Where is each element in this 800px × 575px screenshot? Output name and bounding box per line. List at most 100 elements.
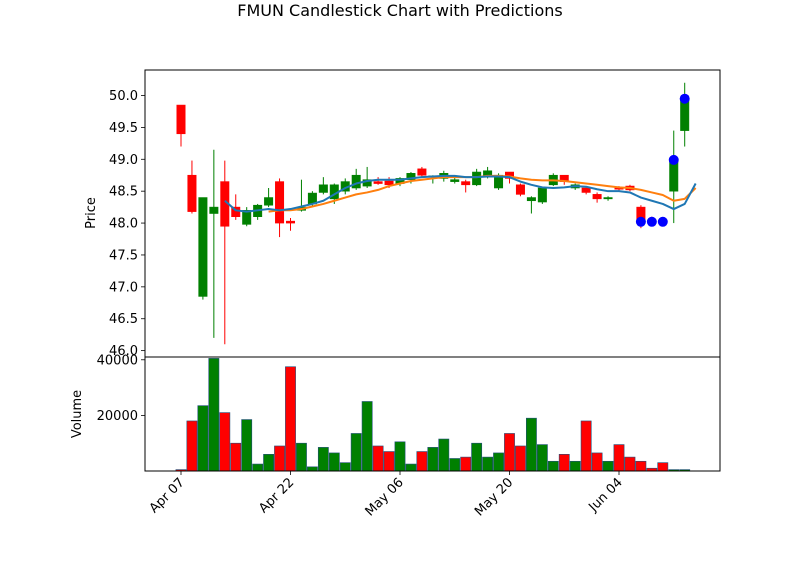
candle-body [472, 171, 482, 186]
candle-body [537, 187, 547, 203]
volume-bar [482, 456, 493, 472]
prediction-point [679, 93, 690, 104]
candle-body [581, 187, 591, 193]
volume-bar [602, 460, 614, 472]
volume-bar [186, 420, 198, 472]
volume-bar [350, 433, 362, 472]
volume-bar [547, 460, 559, 472]
volume-bar [219, 412, 231, 472]
volume-bar [449, 458, 461, 472]
volume-bar [274, 445, 285, 472]
x-tick-label: Jun 04 [586, 475, 626, 515]
candle-body [285, 220, 295, 224]
x-tick-label: Apr 07 [147, 475, 188, 516]
volume-axis-label: Volume [70, 390, 85, 438]
volume-bar [197, 405, 209, 472]
x-tick-label: May 20 [472, 475, 516, 519]
candle-body [515, 184, 525, 195]
volume-bar [317, 447, 329, 472]
volume-bar [263, 454, 274, 472]
candle-body [461, 181, 471, 186]
price-panel: 46.0 46.5 47.0 47.5 48.0 48.5 49.0 49.5 50.0 [109, 69, 721, 359]
volume-bar [296, 442, 307, 472]
price-ytick-label: 48.0 [109, 217, 138, 232]
candle-body [275, 181, 285, 224]
price-ytick-label: 47.5 [109, 248, 138, 263]
volume-bar [471, 442, 483, 472]
candle-body [603, 197, 613, 200]
volume-bar [416, 451, 428, 472]
volume-bar [504, 433, 515, 472]
volume-bar [361, 401, 373, 472]
candle-body [450, 179, 460, 182]
volume-bar [339, 462, 351, 472]
candle-body [351, 174, 361, 189]
candle-body [318, 184, 328, 193]
volume-bar [624, 456, 636, 472]
volume-bar [241, 419, 253, 472]
volume-bar [635, 460, 647, 472]
price-ytick-label: 50.0 [109, 89, 138, 104]
candle-body [417, 168, 427, 176]
candle-body [592, 194, 602, 200]
prediction-point [668, 154, 679, 165]
volume-bar [657, 462, 669, 472]
volume-bar [285, 366, 296, 472]
volume-bar [394, 441, 406, 472]
x-axis: Apr 07 Apr 22 May 06 May 20 Jun 04 [147, 471, 626, 519]
volume-panel: 20000 40000 [97, 353, 721, 472]
volume-bar [613, 444, 625, 472]
volume-bar [515, 445, 526, 472]
prediction-point [635, 216, 646, 227]
volume-frame [144, 356, 721, 472]
candle-body [198, 197, 208, 297]
volume-bar [252, 463, 264, 472]
volume-bar [493, 452, 504, 472]
volume-bar [536, 444, 548, 472]
candle-body [264, 197, 274, 206]
candle-body [669, 160, 679, 192]
price-ytick-label: 48.5 [109, 185, 138, 200]
candle-body [373, 181, 383, 184]
volume-bar [438, 438, 450, 472]
candle-body [406, 173, 416, 180]
volume-bar [306, 466, 318, 472]
candle-body [242, 210, 252, 225]
volume-bar [569, 460, 581, 472]
candle-body [384, 180, 394, 186]
volume-bar [427, 447, 439, 472]
volume-ytick-label: 20000 [97, 409, 138, 424]
ma-line-blue [224, 174, 697, 213]
candle-body [526, 197, 536, 202]
volume-bar [383, 451, 395, 472]
volume-bar [328, 452, 340, 472]
volume-bar [208, 358, 220, 472]
chart-title: FMUN Candlestick Chart with Predictions [237, 1, 562, 20]
candle-body [504, 171, 514, 179]
volume-bar [230, 442, 242, 472]
volume-ytick-label: 40000 [97, 353, 138, 368]
candle-body [187, 174, 197, 212]
prediction-point [657, 216, 668, 227]
volume-bar [591, 452, 603, 472]
candle-body [209, 206, 219, 214]
prediction-point [646, 216, 657, 227]
candle-body [176, 104, 186, 135]
volume-bar [372, 445, 384, 472]
price-ytick-label: 47.0 [109, 280, 138, 295]
volume-bar [525, 417, 537, 472]
price-ytick-label: 49.5 [109, 121, 138, 136]
price-axis-label: Price [84, 197, 99, 229]
volume-bar [405, 463, 417, 472]
volume-bar [460, 456, 472, 472]
price-ytick-label: 46.5 [109, 312, 138, 327]
x-tick-label: Apr 22 [256, 475, 297, 516]
x-tick-label: May 06 [363, 475, 407, 519]
price-ytick-label: 46.0 [109, 344, 138, 359]
price-ytick-label: 49.0 [109, 153, 138, 168]
candle-body [231, 206, 241, 217]
volume-bar [558, 454, 570, 472]
volume-bar [580, 420, 592, 472]
